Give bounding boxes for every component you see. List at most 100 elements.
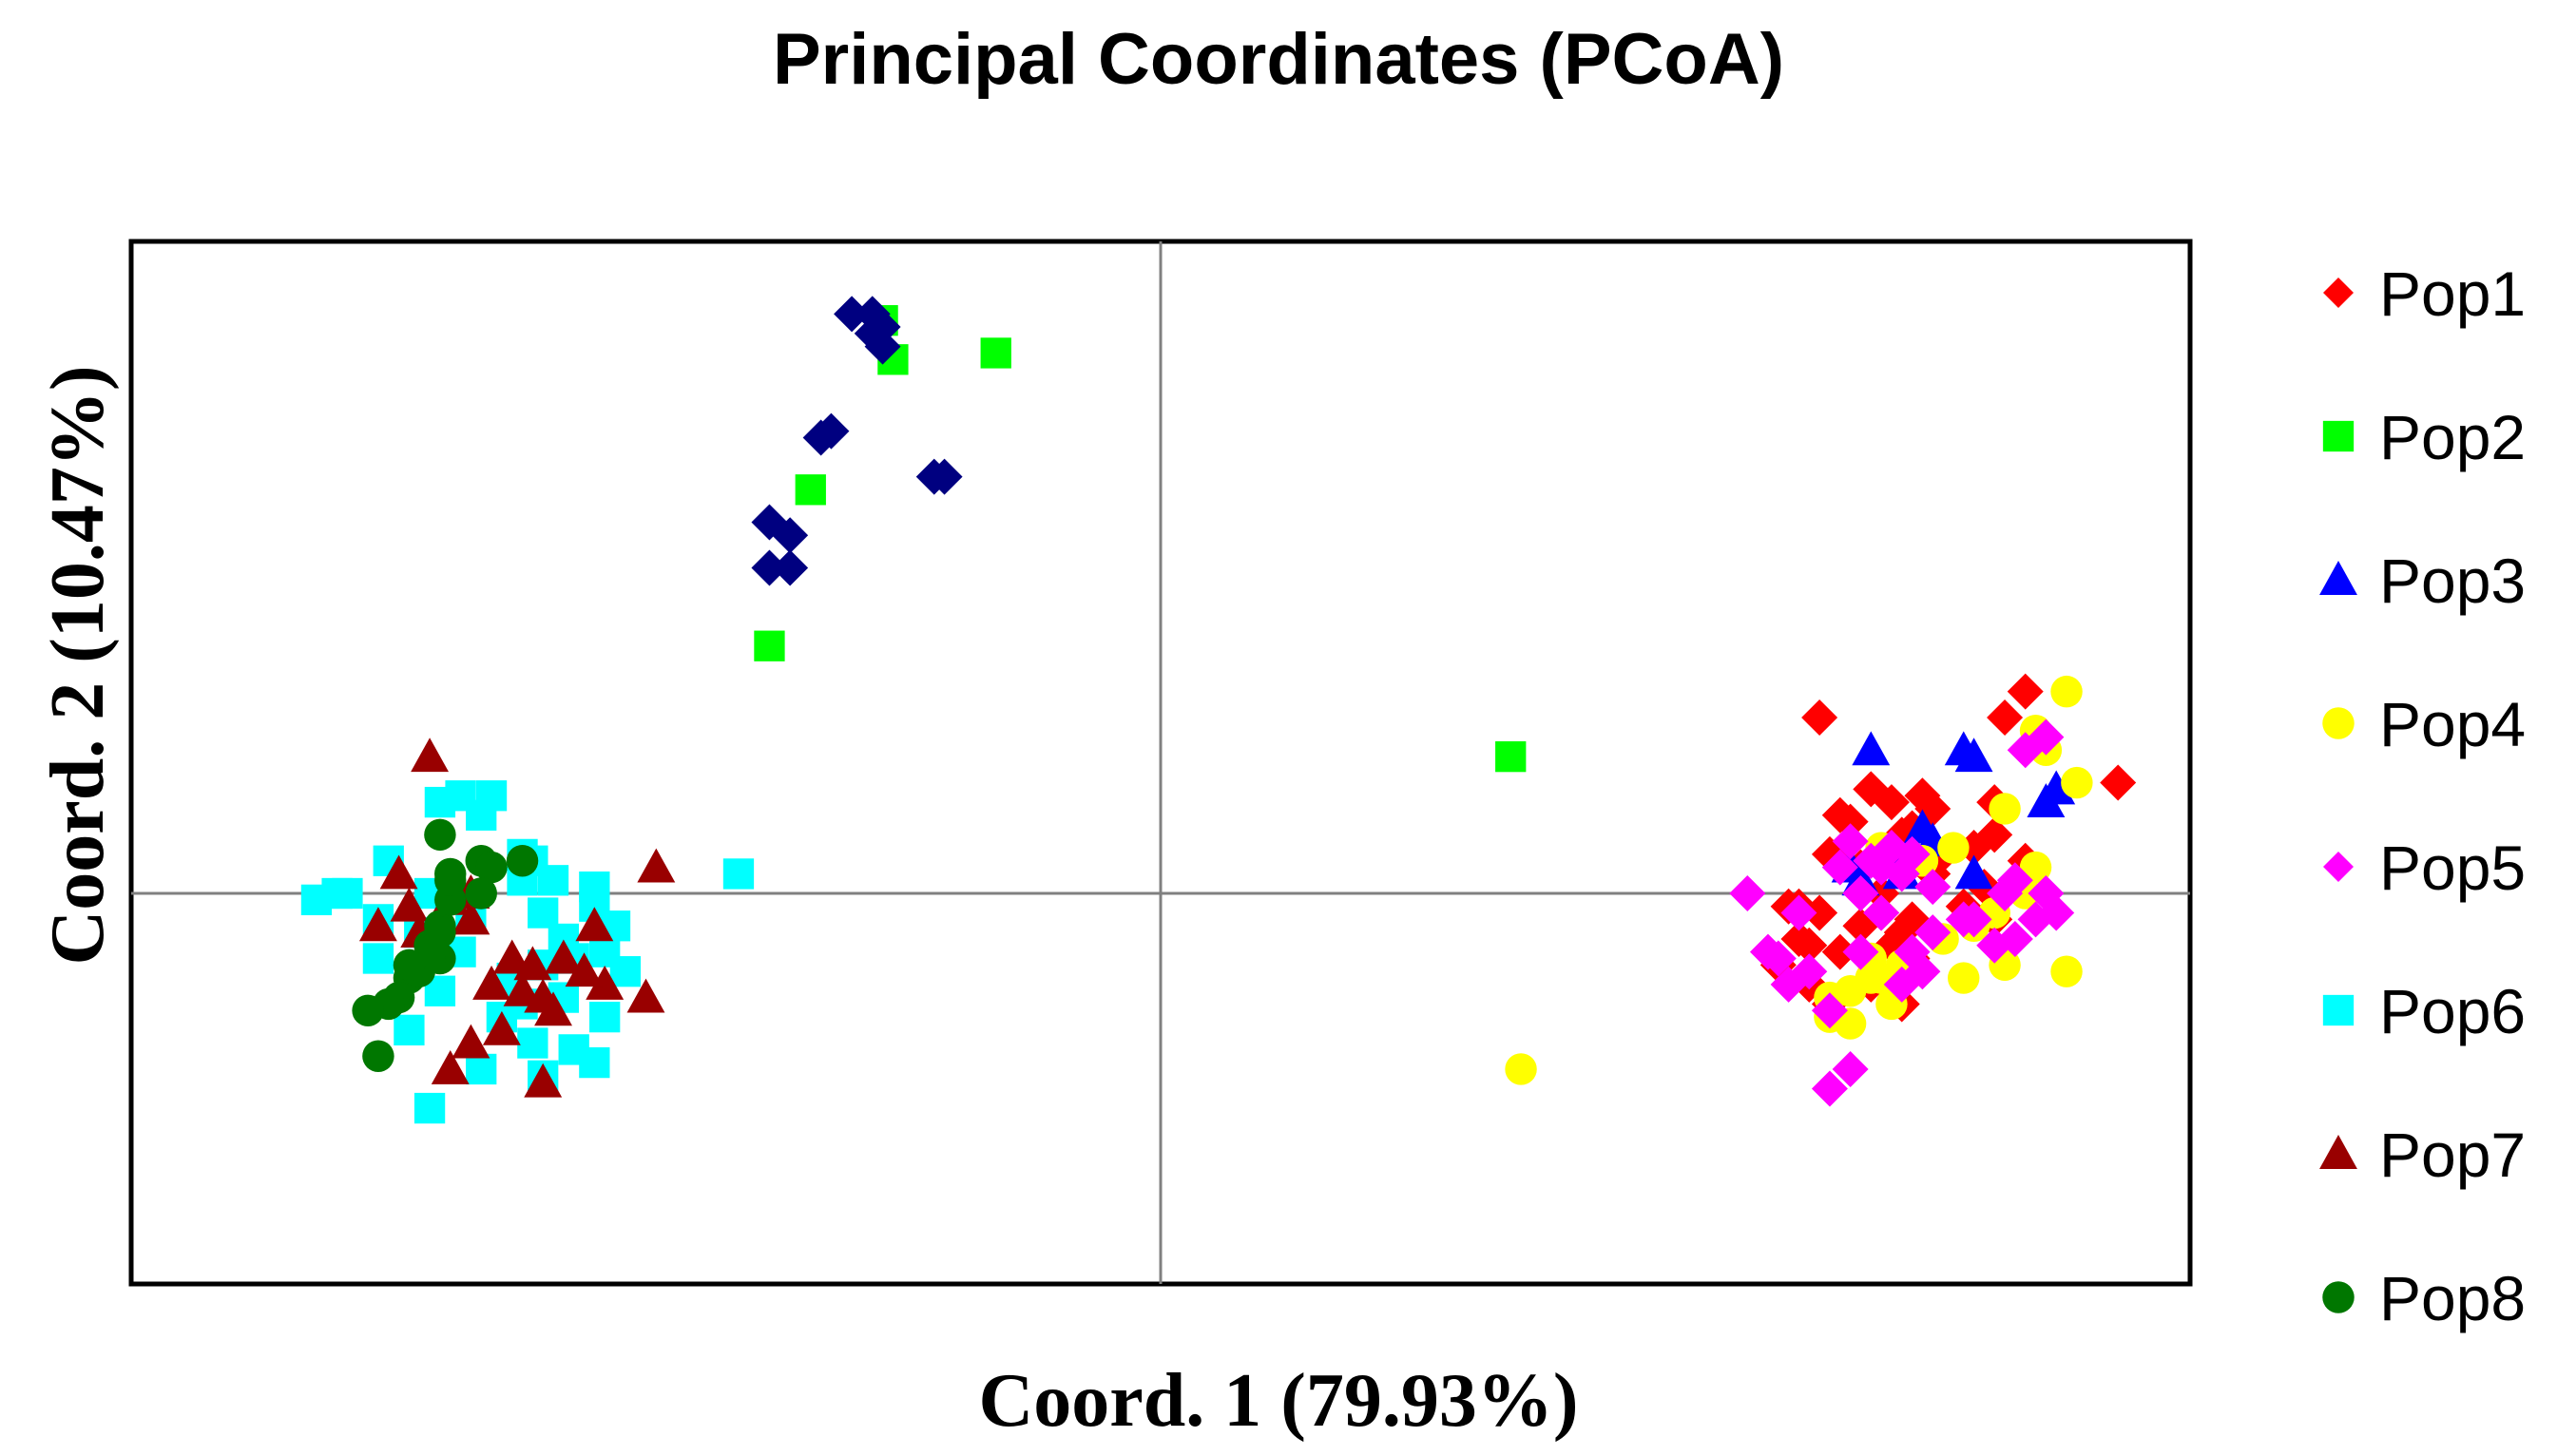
data-point-pop6-32: [537, 865, 569, 896]
data-point-pop3-0: [1852, 731, 1891, 766]
data-point-pop4-3: [2061, 766, 2093, 799]
data-point-pop7-11: [482, 1010, 521, 1045]
data-point-pop2-dark--11: [751, 549, 788, 586]
legend-marker-pop3: [2319, 561, 2357, 595]
data-point-pop5-25: [1811, 992, 1848, 1029]
data-point-pop1-35: [2100, 764, 2137, 801]
legend-label-pop5: Pop5: [2379, 833, 2526, 903]
y-axis-label: Coord. 2 (10.47%): [36, 365, 120, 965]
data-point-pop5-29: [1955, 901, 1992, 938]
data-point-pop2-dark--12: [772, 549, 809, 586]
data-point-pop5-14: [2017, 901, 2054, 938]
data-point-pop5-30: [1904, 953, 1941, 990]
data-point-pop6-34: [589, 936, 621, 967]
data-point-pop7-15: [472, 965, 510, 1000]
legend-marker-pop6: [2322, 994, 2355, 1026]
data-point-pop6-29: [394, 1014, 425, 1045]
data-point-pop6-25: [579, 1046, 610, 1079]
data-point-pop3-5: [2027, 783, 2066, 818]
data-point-pop4-0: [2050, 675, 2083, 708]
data-point-pop4-25: [1937, 832, 1970, 864]
data-point-pop6-28: [413, 1092, 446, 1124]
data-point-pop8-4: [465, 877, 497, 910]
data-point-pop4-4: [1989, 793, 2021, 825]
data-point-pop2-dark--4: [864, 328, 901, 365]
data-point-pop7-8: [503, 971, 542, 1006]
data-point-pop1-0: [1801, 699, 1838, 737]
data-point-pop5-16: [1976, 927, 2013, 964]
data-point-pop5-20: [1780, 894, 1817, 931]
data-point-pop8-19: [393, 948, 426, 982]
data-point-pop2-dark--8: [915, 458, 952, 495]
data-point-pop1-30: [1873, 784, 1910, 821]
data-point-pop1-29: [1832, 803, 1869, 840]
data-point-pop5-9: [1914, 869, 1951, 906]
data-point-pop5-33: [1914, 914, 1951, 951]
data-point-pop6-6: [528, 897, 559, 929]
data-point-pop2-dark--10: [772, 517, 809, 554]
legend-label-pop4: Pop4: [2379, 689, 2526, 759]
data-point-pop5-32: [1842, 933, 1879, 970]
data-point-pop6-37: [722, 858, 755, 890]
legend-label-pop6: Pop6: [2379, 976, 2526, 1046]
legend: Pop1 Pop2 Pop3 Pop4 Pop5 Pop6 Pop7 Pop8: [2319, 259, 2526, 1333]
data-point-pop7-6: [544, 939, 583, 974]
data-point-pop5-23: [1791, 953, 1828, 990]
legend-marker-pop5: [2323, 852, 2354, 882]
data-point-pop1-34: [2007, 673, 2044, 710]
data-point-pop7-0: [411, 738, 450, 773]
data-point-pop2-dark--0: [834, 296, 871, 333]
data-point-pop4-12: [2050, 955, 2083, 987]
data-point-pop4-20: [1505, 1053, 1537, 1085]
legend-label-pop7: Pop7: [2379, 1120, 2526, 1190]
data-point-pop6-18: [362, 943, 394, 974]
data-point-pop7-10: [534, 991, 572, 1026]
data-point-pop7-7: [586, 965, 625, 1000]
data-point-pop7-20: [626, 978, 665, 1013]
data-point-pop3-10: [1903, 809, 1942, 844]
data-point-pop7-13: [431, 1050, 470, 1084]
data-point-pop6-22: [517, 1027, 548, 1059]
data-point-pop2-3: [795, 474, 826, 506]
data-point-pop5-8: [1821, 849, 1858, 886]
data-point-pop5-27: [1811, 1070, 1848, 1107]
legend-label-pop2: Pop2: [2379, 402, 2526, 472]
legend-marker-pop8: [2322, 1281, 2355, 1313]
data-point-pop7-18: [390, 887, 429, 922]
data-point-pop7-23: [565, 952, 604, 987]
data-point-pop7-17: [358, 907, 397, 942]
data-point-pop7-1: [637, 848, 676, 883]
data-point-pop8-14: [506, 845, 539, 877]
data-point-pop5-31: [1759, 940, 1797, 977]
data-point-pop2-5: [1495, 741, 1527, 773]
data-point-pop8-13: [352, 994, 384, 1027]
data-point-pop1-33: [1987, 699, 2024, 737]
data-point-pop6-3: [466, 799, 497, 831]
data-point-pop5-1: [2007, 732, 2044, 769]
data-point-pop5-2: [1832, 823, 1869, 860]
data-point-pop1-23: [1821, 933, 1858, 970]
data-point-pop1-21: [1791, 927, 1828, 964]
data-point-pop8-16: [424, 916, 456, 948]
data-point-pop7-21: [492, 939, 531, 974]
data-point-pop2-dark--6: [813, 412, 850, 450]
data-point-pop7-2: [379, 854, 418, 890]
data-point-pop3-11: [1954, 854, 1993, 890]
data-point-pop5-34: [1987, 875, 2024, 911]
data-point-pop2-4: [754, 630, 785, 661]
data-point-pop1-27: [1976, 816, 2013, 853]
legend-marker-pop7: [2319, 1135, 2357, 1169]
legend-label-pop8: Pop8: [2379, 1263, 2526, 1333]
data-point-pop6-27: [466, 1053, 497, 1085]
data-point-pop2-2: [980, 337, 1011, 369]
legend-marker-pop4: [2322, 707, 2355, 739]
data-point-pop6-36: [321, 877, 353, 910]
data-point-pop5-10: [1842, 875, 1879, 911]
legend-marker-pop1: [2323, 278, 2354, 308]
data-point-pop1-11: [1904, 777, 1941, 814]
legend-label-pop3: Pop3: [2379, 546, 2526, 616]
data-point-pop6-11: [589, 1002, 621, 1033]
x-axis-label: Coord. 1 (79.93%): [978, 1359, 1578, 1443]
legend-marker-pop2: [2322, 420, 2355, 452]
